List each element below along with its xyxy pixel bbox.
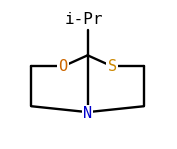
Text: S: S [108,59,117,74]
Text: O: O [58,59,68,74]
Text: N: N [83,106,92,121]
Text: i-Pr: i-Pr [65,12,103,27]
